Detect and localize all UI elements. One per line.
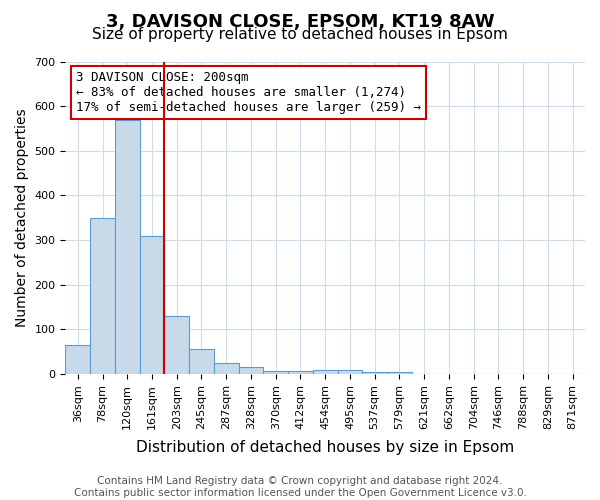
Bar xyxy=(65,345,90,374)
Text: 3 DAVISON CLOSE: 200sqm
← 83% of detached houses are smaller (1,274)
17% of semi: 3 DAVISON CLOSE: 200sqm ← 83% of detache… xyxy=(76,71,421,114)
Bar xyxy=(90,218,115,374)
Bar xyxy=(288,371,313,374)
Bar xyxy=(313,370,338,374)
Text: Contains HM Land Registry data © Crown copyright and database right 2024.
Contai: Contains HM Land Registry data © Crown c… xyxy=(74,476,526,498)
Bar xyxy=(362,372,387,374)
Text: Size of property relative to detached houses in Epsom: Size of property relative to detached ho… xyxy=(92,28,508,42)
Bar xyxy=(338,370,362,374)
Y-axis label: Number of detached properties: Number of detached properties xyxy=(15,108,29,327)
Bar xyxy=(214,363,239,374)
Text: 3, DAVISON CLOSE, EPSOM, KT19 8AW: 3, DAVISON CLOSE, EPSOM, KT19 8AW xyxy=(106,12,494,30)
Bar xyxy=(263,371,288,374)
Bar xyxy=(115,120,140,374)
Bar xyxy=(189,350,214,374)
Bar xyxy=(239,368,263,374)
Bar xyxy=(140,236,164,374)
Bar xyxy=(387,372,412,374)
X-axis label: Distribution of detached houses by size in Epsom: Distribution of detached houses by size … xyxy=(136,440,514,455)
Bar xyxy=(164,316,189,374)
